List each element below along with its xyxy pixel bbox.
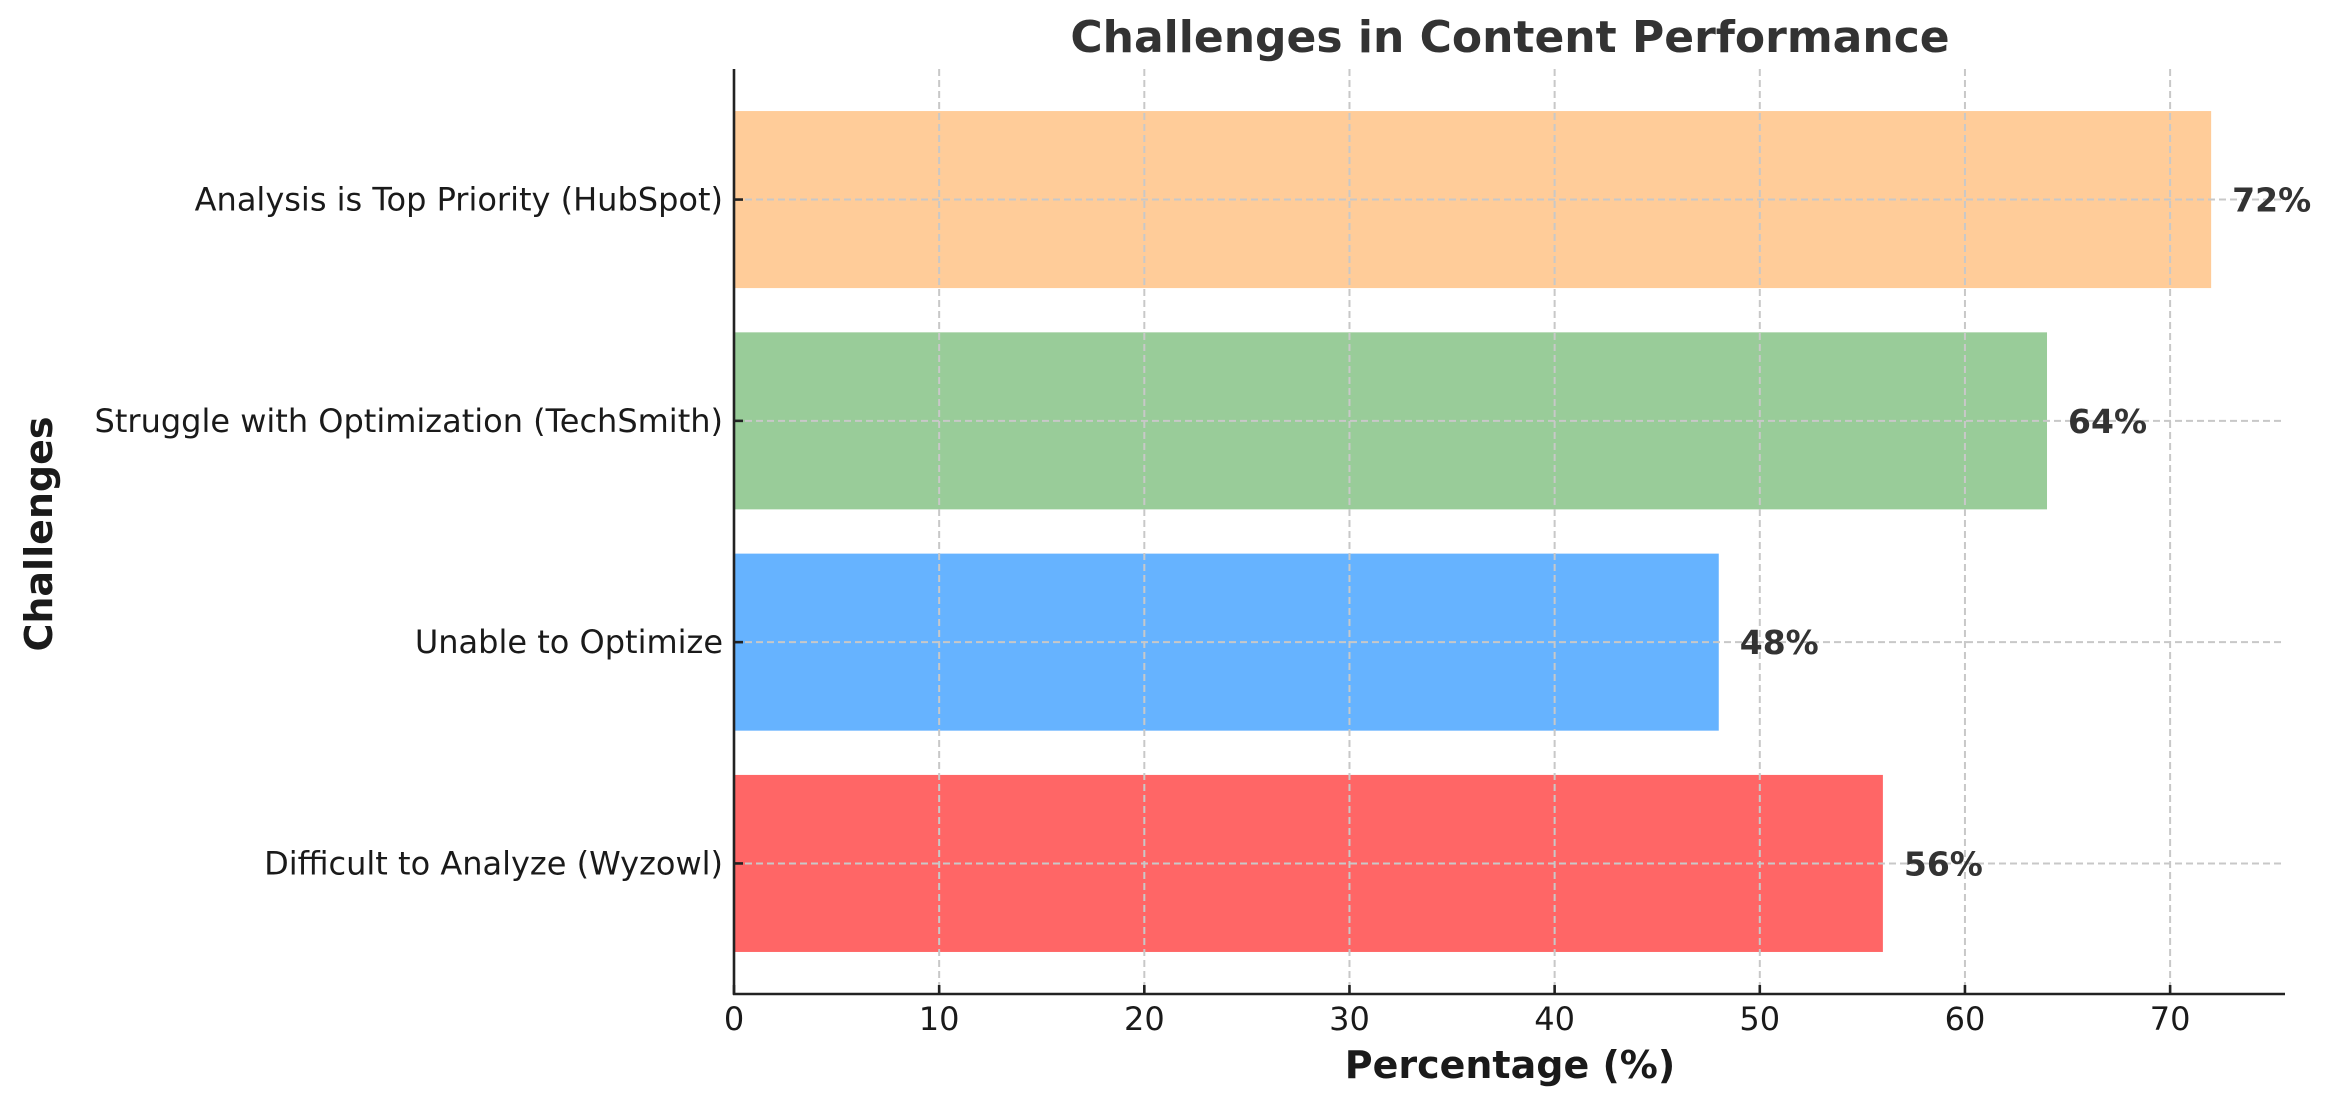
x-tick-label: 0 (724, 1000, 744, 1038)
y-tick-label: Analysis is Top Priority (HubSpot) (195, 181, 723, 219)
x-tick-label: 30 (1329, 1000, 1370, 1038)
gridlines (734, 69, 2285, 994)
x-tick-label: 40 (1534, 1000, 1575, 1038)
x-tick-label: 10 (919, 1000, 960, 1038)
bar-value-label: 64% (2068, 402, 2147, 441)
y-axis-label: Challenges (17, 416, 61, 651)
y-tick-label: Difficult to Analyze (Wyzowl) (264, 844, 723, 882)
bar-value-label: 56% (1904, 844, 1983, 883)
bar-value-label: 72% (2232, 181, 2311, 220)
y-tick-label: Unable to Optimize (415, 623, 723, 661)
y-axis-ticks: Difficult to Analyze (Wyzowl) Unable to O… (95, 181, 743, 882)
x-tick-label: 50 (1739, 1000, 1780, 1038)
x-axis-label: Percentage (%) (1345, 1043, 1676, 1087)
x-axis-ticks: 0 10 20 30 40 50 60 70 (724, 985, 2191, 1038)
chart-title: Challenges in Content Performance (1070, 12, 1949, 63)
x-tick-label: 20 (1124, 1000, 1165, 1038)
x-tick-label: 70 (2150, 1000, 2191, 1038)
bar-value-labels: 56% 48% 64% 72% (1740, 181, 2311, 884)
x-tick-label: 60 (1945, 1000, 1986, 1038)
bar-value-label: 48% (1740, 623, 1819, 662)
y-tick-label: Struggle with Optimization (TechSmith) (95, 402, 723, 440)
